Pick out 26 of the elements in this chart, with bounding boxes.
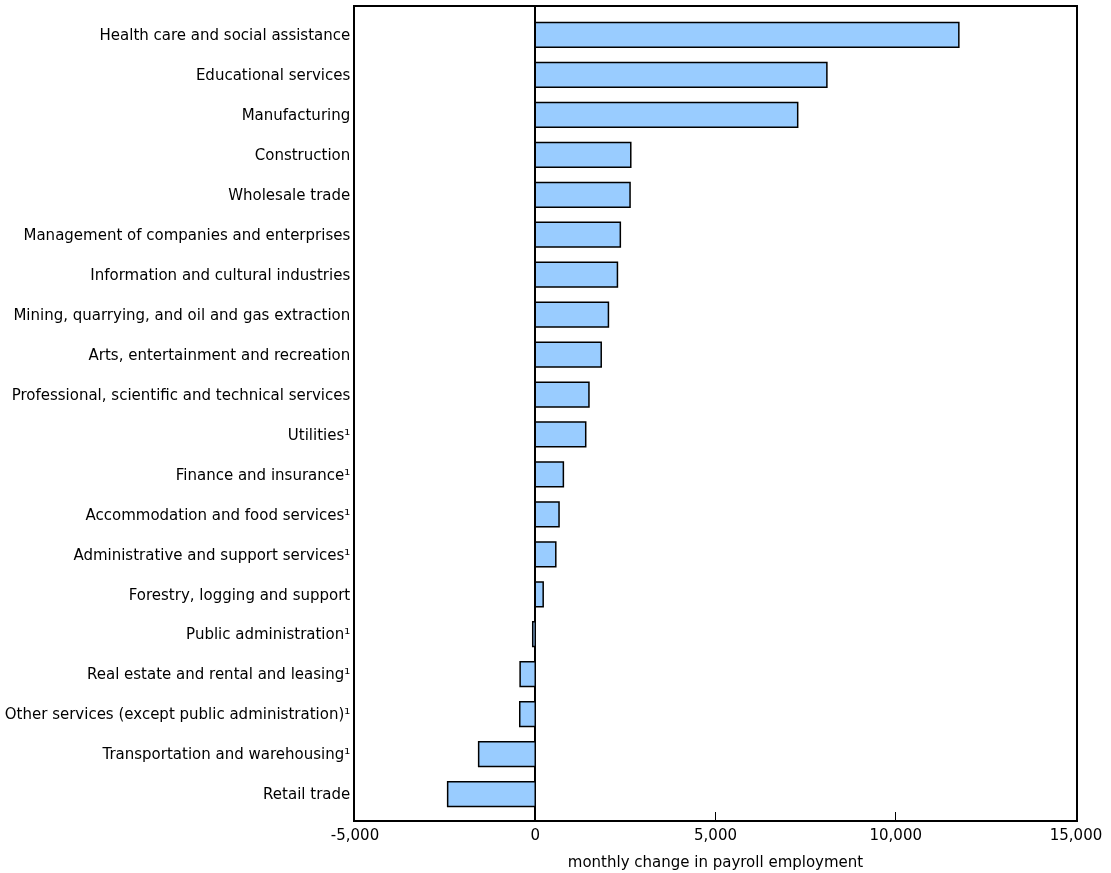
y-tick-label: Management of companies and enterprises bbox=[23, 225, 351, 244]
y-tick-label: Wholesale trade bbox=[228, 186, 351, 205]
y-tick-label: Arts, entertainment and recreation bbox=[88, 345, 351, 364]
y-tick-label: Retail trade bbox=[263, 785, 351, 804]
y-tick-label: Information and cultural industries bbox=[90, 265, 351, 284]
y-tick-label: Professional, scientific and technical services bbox=[11, 385, 351, 404]
y-tick-label: Real estate and rental and leasing¹ bbox=[86, 665, 351, 684]
x-tick-label: 15,000 bbox=[1049, 825, 1103, 844]
y-tick-label: Transportation and warehousing¹ bbox=[101, 745, 351, 764]
x-tick-label: 10,000 bbox=[869, 825, 922, 844]
y-tick-label: Administrative and support services¹ bbox=[73, 545, 351, 564]
y-tick-label: Utilities¹ bbox=[287, 425, 351, 444]
y-tick-label: Public administration¹ bbox=[186, 625, 351, 644]
y-tick-label: Educational services bbox=[195, 66, 351, 85]
y-tick-label: Health care and social assistance bbox=[99, 26, 351, 45]
x-tick-label: 0 bbox=[530, 825, 541, 844]
x-tick-label: -5,000 bbox=[330, 825, 380, 844]
y-tick-label: Construction bbox=[254, 146, 351, 165]
x-axis-title: monthly change in payroll employment bbox=[567, 853, 864, 872]
y-tick-label: Forestry, logging and support bbox=[128, 585, 351, 604]
y-tick-label: Finance and insurance¹ bbox=[175, 465, 351, 484]
y-tick-label: Mining, quarrying, and oil and gas extraction bbox=[13, 305, 351, 324]
y-tick-label: Accommodation and food services¹ bbox=[85, 505, 351, 524]
y-tick-label: Other services (except public administration)¹ bbox=[4, 705, 351, 724]
y-tick-label: Manufacturing bbox=[241, 106, 351, 125]
x-tick-label: 5,000 bbox=[694, 825, 737, 844]
